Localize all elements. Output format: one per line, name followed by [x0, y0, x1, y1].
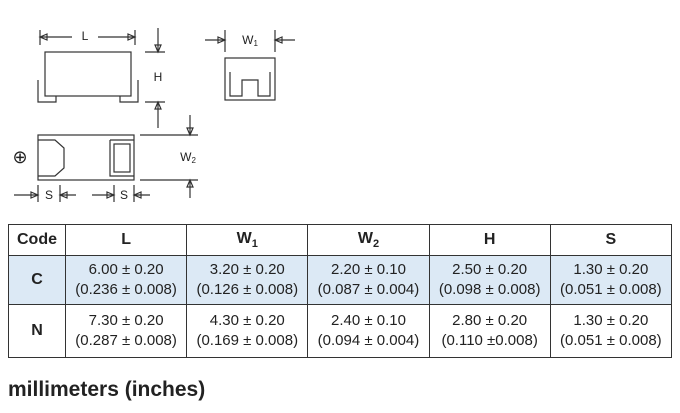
cell: 7.30 ± 0.20 (0.287 ± 0.008): [64, 304, 188, 358]
label-s: S: [45, 188, 53, 202]
cell: 3.20 ± 0.20 (0.126 ± 0.008): [186, 255, 309, 305]
cell: 2.80 ± 0.20 (0.110 ±0.008): [428, 304, 551, 358]
cell-line: 6.00 ± 0.20: [88, 261, 164, 278]
units-note: millimeters (inches): [8, 378, 206, 401]
cell-line: (0.110 ±0.008): [441, 332, 538, 349]
table-row: N 7.30 ± 0.20 (0.287 ± 0.008) 4.30 ± 0.20 (0…: [8, 304, 673, 358]
sub: 2: [191, 156, 196, 165]
cell: 2.50 ± 0.20 (0.098 ± 0.008): [428, 255, 551, 305]
cell-line: (0.236 ± 0.008): [75, 281, 177, 298]
cell: 2.20 ± 0.10 (0.087 ± 0.004): [307, 255, 430, 305]
header: L: [64, 224, 188, 256]
cell-line: (0.169 ± 0.008): [196, 332, 299, 349]
cell: 2.40 ± 0.10 (0.094 ± 0.004): [307, 304, 430, 358]
cell-line: (0.051 ± 0.008): [560, 281, 662, 298]
bottom-terminals: [38, 139, 134, 177]
code-cell: N: [8, 304, 66, 358]
cell-line: (0.094 ± 0.004): [317, 332, 420, 349]
dim-s-right: [92, 185, 150, 202]
cell-line: 1.30 ± 0.20: [573, 261, 649, 278]
header-row: Code L W1 W2 H S: [8, 224, 673, 256]
cell-line: (0.051 ± 0.008): [560, 332, 662, 349]
body: [44, 51, 132, 97]
terminals: [37, 80, 139, 103]
dim-w2: [140, 115, 198, 198]
cell-line: 2.40 ± 0.10: [330, 312, 406, 329]
cell: 6.00 ± 0.20 (0.236 ± 0.008): [64, 255, 188, 305]
cell-line: 4.30 ± 0.20: [209, 312, 285, 329]
polarity: ⊕: [12, 147, 27, 167]
header: W2: [307, 224, 430, 256]
pad: [113, 143, 131, 173]
side-body: [224, 57, 276, 101]
label-s: S: [120, 188, 128, 202]
cell-line: 2.80 ± 0.20: [452, 312, 528, 329]
sub: 2: [372, 238, 380, 251]
label-l: L: [82, 29, 89, 43]
w: W: [236, 229, 252, 247]
cell: 4.30 ± 0.20 (0.169 ± 0.008): [186, 304, 309, 358]
header: H: [428, 224, 551, 256]
table-row: C 6.00 ± 0.20 (0.236 ± 0.008) 3.20 ± 0.20 (0…: [8, 255, 673, 305]
dimension-drawing: L H W1 ⊕ W2 S S: [12, 28, 295, 202]
sub: 1: [251, 238, 258, 251]
cell-line: 2.50 ± 0.20: [452, 261, 528, 278]
w: W: [357, 229, 373, 247]
dim-w1: [205, 30, 295, 52]
cell-line: (0.087 ± 0.004): [317, 281, 420, 298]
bottom-body: [37, 134, 135, 181]
cell-line: (0.126 ± 0.008): [196, 281, 299, 298]
sub: 1: [253, 39, 258, 48]
header: W1: [186, 224, 309, 256]
label-h: H: [154, 70, 163, 84]
cell-line: 1.30 ± 0.20: [573, 312, 649, 329]
dim-s-left: [14, 185, 76, 202]
header: Code: [8, 224, 66, 256]
cell-line: 7.30 ± 0.20: [88, 312, 164, 329]
cell-line: (0.098 ± 0.008): [438, 281, 541, 298]
cell: 1.30 ± 0.20 (0.051 ± 0.008): [549, 304, 673, 358]
dim-h: [145, 28, 165, 128]
dimension-table: Code L W1 W2 H S C 6.00 ± 0.20 (0.236 ± 0.…: [8, 224, 673, 358]
cell: 1.30 ± 0.20 (0.051 ± 0.008): [549, 255, 673, 305]
cell-line: 3.20 ± 0.20: [209, 261, 285, 278]
label-w2: W2: [180, 150, 196, 165]
side-terminal: [229, 72, 271, 97]
code-cell: C: [8, 255, 66, 305]
cell-line: 2.20 ± 0.10: [330, 261, 406, 278]
dim-l: [38, 33, 137, 41]
label-w1: W1: [242, 33, 258, 48]
header: S: [549, 224, 673, 256]
w: W: [242, 33, 254, 47]
w: W: [180, 150, 192, 164]
cell-line: (0.287 ± 0.008): [75, 332, 177, 349]
